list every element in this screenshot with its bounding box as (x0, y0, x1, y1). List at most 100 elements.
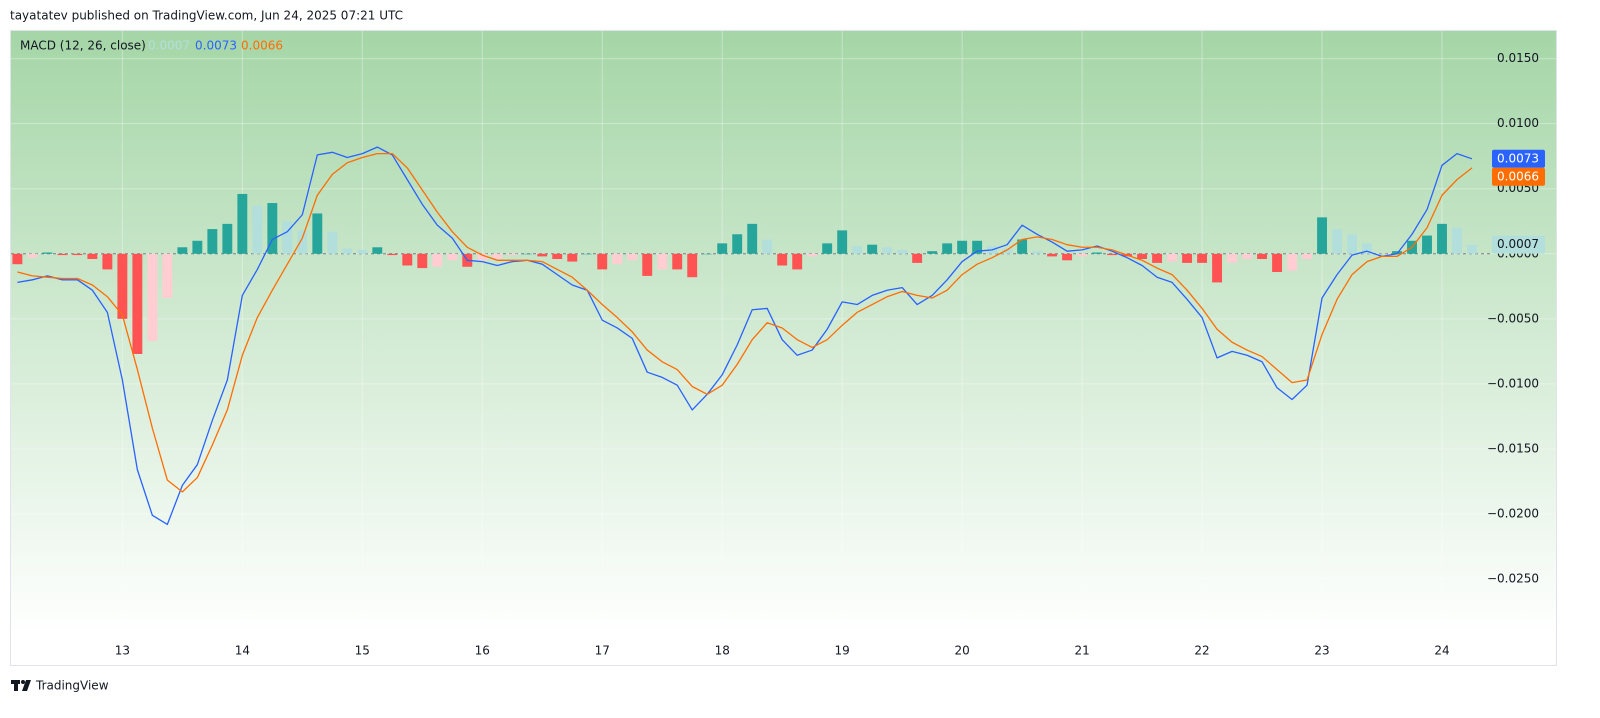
x-tick-label: 17 (595, 644, 610, 658)
histogram-bar (1182, 253, 1193, 263)
histogram-bar (282, 221, 293, 254)
histogram-bar (732, 234, 743, 254)
price-badge (1492, 167, 1545, 186)
attribution: tayatatev published on TradingView.com, … (10, 9, 403, 23)
histogram-bar (747, 223, 758, 254)
x-tick-label: 24 (1434, 644, 1449, 658)
histogram-bar (162, 253, 173, 299)
histogram-bar (702, 253, 713, 255)
histogram-bar (927, 251, 938, 254)
histogram-bar (102, 253, 113, 270)
histogram-bar (957, 240, 968, 254)
histogram-bar (342, 248, 353, 254)
histogram-bar (1017, 239, 1028, 254)
line (17, 146, 1473, 526)
histogram-bar (222, 223, 233, 254)
histogram-bar (1452, 227, 1462, 254)
histogram-bar (597, 253, 608, 270)
histogram-bar (1197, 253, 1208, 263)
histogram-bar (327, 231, 338, 254)
histogram-bar (1137, 253, 1148, 259)
histogram-bar (432, 253, 443, 267)
price-badge-label: 0.0007 (1497, 237, 1539, 251)
histogram-bar (852, 245, 863, 254)
brand: TradingView (35, 679, 109, 693)
y-tick-label: −0.0250 (1487, 572, 1539, 586)
labels: 0.01500.01000.00500.0000−0.0050−0.0100−0… (115, 51, 1545, 658)
histogram-bar (1002, 248, 1013, 254)
legend-signal-value: 0.0066 (241, 39, 283, 53)
legend-macd-value: 0.0073 (195, 39, 237, 53)
histogram-bar (897, 249, 908, 254)
x-tick-label: 21 (1074, 644, 1089, 658)
histogram-bar (57, 253, 68, 256)
x-tick-label: 19 (835, 644, 850, 658)
histogram-bar (1362, 243, 1372, 254)
histogram-bar (1377, 253, 1387, 255)
plot-background (11, 31, 1556, 635)
x-tick-label: 14 (235, 644, 250, 658)
y-tick-label: 0.0100 (1497, 116, 1539, 130)
histogram-bar (687, 253, 698, 278)
histogram-bar (1272, 253, 1283, 272)
histogram-bar (522, 253, 533, 255)
histogram-bar (1467, 244, 1477, 254)
histogram-bar (717, 243, 728, 254)
histogram-bar (1212, 253, 1223, 283)
histogram-bar (1167, 253, 1178, 262)
histogram-bar (807, 253, 818, 257)
histogram-bar (132, 253, 143, 354)
histogram-bar (582, 253, 593, 255)
histogram-bar (867, 244, 878, 254)
x-tick-label: 15 (355, 644, 370, 658)
histogram-bar (387, 253, 398, 256)
histogram-bar (1227, 253, 1238, 263)
histogram-bar (117, 253, 128, 319)
price-badge (1492, 235, 1545, 254)
histogram-bar (297, 230, 308, 254)
x-tick-label: 18 (715, 644, 730, 658)
histogram-bar (207, 229, 218, 254)
histogram-bar (777, 253, 788, 266)
histogram-bar (762, 239, 773, 254)
histogram-bar (1242, 253, 1253, 259)
histogram-bar (372, 247, 383, 254)
histogram-bar (192, 240, 203, 254)
histogram-bar (177, 247, 188, 254)
price-badge-label: 0.0073 (1497, 151, 1539, 165)
histogram-bar (507, 253, 518, 256)
histogram-bar (1302, 253, 1312, 259)
histogram-bar (627, 253, 638, 261)
histogram-bar (537, 253, 548, 257)
histogram-bar (657, 253, 668, 270)
line (17, 152, 1473, 493)
histogram-bar (357, 249, 368, 254)
histogram-bar (822, 243, 833, 254)
histogram-bar (417, 253, 428, 269)
x-tick-label: 20 (955, 644, 970, 658)
histogram-bar (882, 247, 893, 254)
histogram-bar (72, 253, 83, 256)
legend-histogram-value: 0.0007 (148, 39, 190, 53)
histogram-bar (1332, 229, 1342, 254)
histogram-bar (237, 193, 248, 254)
histogram-bar (1062, 253, 1073, 261)
histogram-bar (1047, 253, 1058, 257)
histogram-bar (642, 253, 653, 276)
histogram-bar (147, 253, 158, 341)
histogram-bar (267, 203, 278, 254)
histogram-bar (87, 253, 98, 259)
histogram-bar (42, 252, 53, 254)
histogram-bar (27, 253, 38, 258)
price-badge-label: 0.0066 (1497, 169, 1539, 183)
histogram-bar (1317, 217, 1327, 254)
histogram-bar (1422, 235, 1432, 254)
histogram-bar (1257, 253, 1268, 259)
histogram-bar (1347, 234, 1357, 254)
x-tick-label: 16 (475, 644, 490, 658)
y-tick-label: 0.0150 (1497, 51, 1539, 65)
histogram-bar (402, 253, 413, 266)
y-tick-label: −0.0200 (1487, 507, 1539, 521)
histogram-bar (1152, 253, 1163, 263)
